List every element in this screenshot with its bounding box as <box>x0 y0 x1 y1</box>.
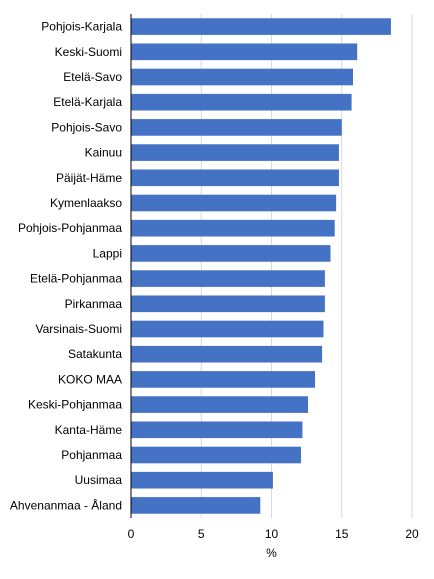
category-label: Pohjois-Pohjanmaa <box>18 221 122 235</box>
bar-etelä-pohjanmaa <box>131 270 325 287</box>
category-label: Pohjois-Savo <box>51 120 122 134</box>
bar-pirkanmaa <box>131 295 325 313</box>
category-label: Päijät-Häme <box>56 171 122 185</box>
bar-pohjanmaa <box>131 446 302 464</box>
category-label: Varsinais-Suomi <box>36 322 122 336</box>
bar-kymenlaakso <box>131 194 337 212</box>
category-label: Etelä-Savo <box>63 70 122 84</box>
x-tick-label: 5 <box>198 527 205 541</box>
category-label: Pohjanmaa <box>61 448 122 462</box>
category-label: Ahvenanmaa - Åland <box>10 497 122 512</box>
category-label: Etelä-Pohjanmaa <box>30 272 122 286</box>
bars <box>131 18 391 514</box>
bar-kanta-häme <box>131 421 303 439</box>
category-label: Uusimaa <box>75 473 123 487</box>
bar-ahvenanmaa-åland <box>131 497 261 514</box>
category-label: KOKO MAA <box>58 372 122 386</box>
bar-keski-suomi <box>131 43 358 61</box>
category-label: Lappi <box>93 246 122 260</box>
category-label: Pohjois-Karjala <box>41 20 122 34</box>
bar-lappi <box>131 245 331 262</box>
bar-varsinais-suomi <box>131 320 324 338</box>
x-tick-label: 0 <box>128 527 135 541</box>
x-tick-label: 15 <box>335 527 349 541</box>
bar-pohjois-karjala <box>131 18 391 35</box>
bar-koko-maa <box>131 371 316 388</box>
bar-kainuu <box>131 144 339 161</box>
category-label: Satakunta <box>68 347 122 361</box>
category-label: Keski-Pohjanmaa <box>28 398 122 412</box>
bar-etelä-savo <box>131 68 353 86</box>
category-label: Kanta-Häme <box>55 423 123 437</box>
category-label: Pirkanmaa <box>65 297 123 311</box>
bar-uusimaa <box>131 471 273 489</box>
x-tick-labels: 0 5 10 15 20 <box>128 527 419 541</box>
bar-keski-pohjanmaa <box>131 396 309 413</box>
x-axis-title: % <box>266 546 277 560</box>
x-tick-label: 20 <box>405 527 419 541</box>
bar-pohjois-pohjanmaa <box>131 219 335 237</box>
category-label: Etelä-Karjala <box>53 95 122 109</box>
category-label: Keski-Suomi <box>55 45 122 59</box>
category-labels: Pohjois-Karjala Keski-Suomi Etelä-Savo Etel… <box>10 20 122 513</box>
bar-etelä-karjala <box>131 93 352 111</box>
category-label: Kymenlaakso <box>50 196 122 210</box>
gridlines <box>130 14 413 518</box>
bar-päijät-häme <box>131 169 339 187</box>
bar-satakunta <box>131 345 323 363</box>
category-label: Kainuu <box>85 146 122 160</box>
bar-pohjois-savo <box>131 119 342 136</box>
x-tick-label: 10 <box>265 527 279 541</box>
